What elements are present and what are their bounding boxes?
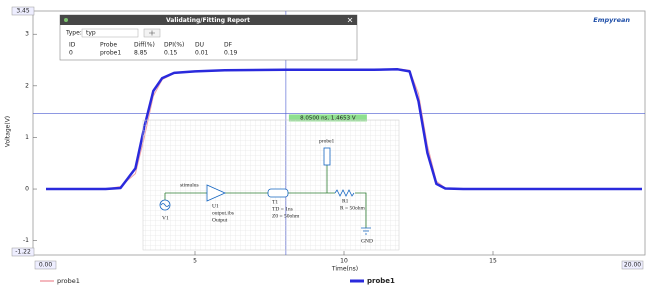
y-tick-label: 2	[25, 82, 29, 89]
simulator-window: -1.22 -1 0 1 2 3 3.45 0.00 5 10 15 20.00 Voltage(V) T…	[0, 0, 666, 287]
x-axis-label: Time(ns)	[331, 266, 358, 273]
column-header: ID	[69, 42, 76, 49]
type-value: typ	[86, 30, 96, 37]
legend-label: probe1	[367, 277, 395, 285]
table-cell: 0.15	[164, 50, 178, 57]
x-range-label: 20.00	[624, 262, 641, 269]
label: output.ibs	[212, 210, 234, 216]
column-header: Diff(%)	[134, 42, 155, 49]
table-cell: probe1	[100, 50, 121, 57]
y-range-label: -1.22	[15, 249, 31, 256]
tline-symbol	[268, 189, 288, 197]
table-cell: 0.01	[195, 50, 209, 57]
probe-symbol	[324, 148, 330, 165]
y-range-label: 3.45	[16, 8, 30, 15]
column-header: DF	[224, 42, 233, 49]
table-cell: 0.19	[224, 50, 238, 57]
table-cell: 8.85	[134, 50, 148, 57]
label: Z0 = 50ohm	[272, 213, 300, 219]
column-header: Probe	[100, 42, 117, 49]
schematic: V1 stimulus U1 output.ibs Output T1 TD =…	[143, 120, 399, 250]
x-tick-label: 15	[489, 258, 497, 265]
y-tick-label: 0	[25, 186, 29, 193]
dialog-icon	[64, 18, 68, 22]
label: TD = 1ns	[272, 206, 293, 212]
y-tick-label: -1	[23, 237, 29, 244]
type-label: Type:	[65, 30, 82, 37]
legend-label: probe1	[57, 277, 80, 285]
label: T1	[272, 199, 278, 205]
label: probe1	[319, 138, 335, 144]
x-tick-label: 10	[340, 258, 348, 265]
label: Output	[212, 217, 228, 223]
label: R = 50ohm	[340, 205, 366, 211]
label: U1	[212, 203, 219, 209]
x-range-label: 0.00	[39, 262, 53, 269]
logo: Empyrean	[593, 16, 630, 24]
label: GND	[361, 238, 373, 244]
y-tick-label: 3	[25, 31, 29, 38]
column-header: DU	[195, 42, 204, 49]
table-cell: 0	[69, 50, 73, 57]
x-tick-label: 5	[193, 258, 197, 265]
report-dialog: Validating/Fitting Report Type: typ ID Pr…	[60, 15, 357, 60]
label: stimulus	[180, 182, 199, 188]
y-axis-label: Voltage(V)	[5, 116, 12, 147]
dialog-title: Validating/Fitting Report	[166, 17, 250, 24]
label: R1	[342, 198, 349, 204]
column-header: DPI(%)	[164, 42, 184, 49]
label: V1	[162, 215, 169, 221]
y-tick-label: 1	[25, 134, 29, 141]
